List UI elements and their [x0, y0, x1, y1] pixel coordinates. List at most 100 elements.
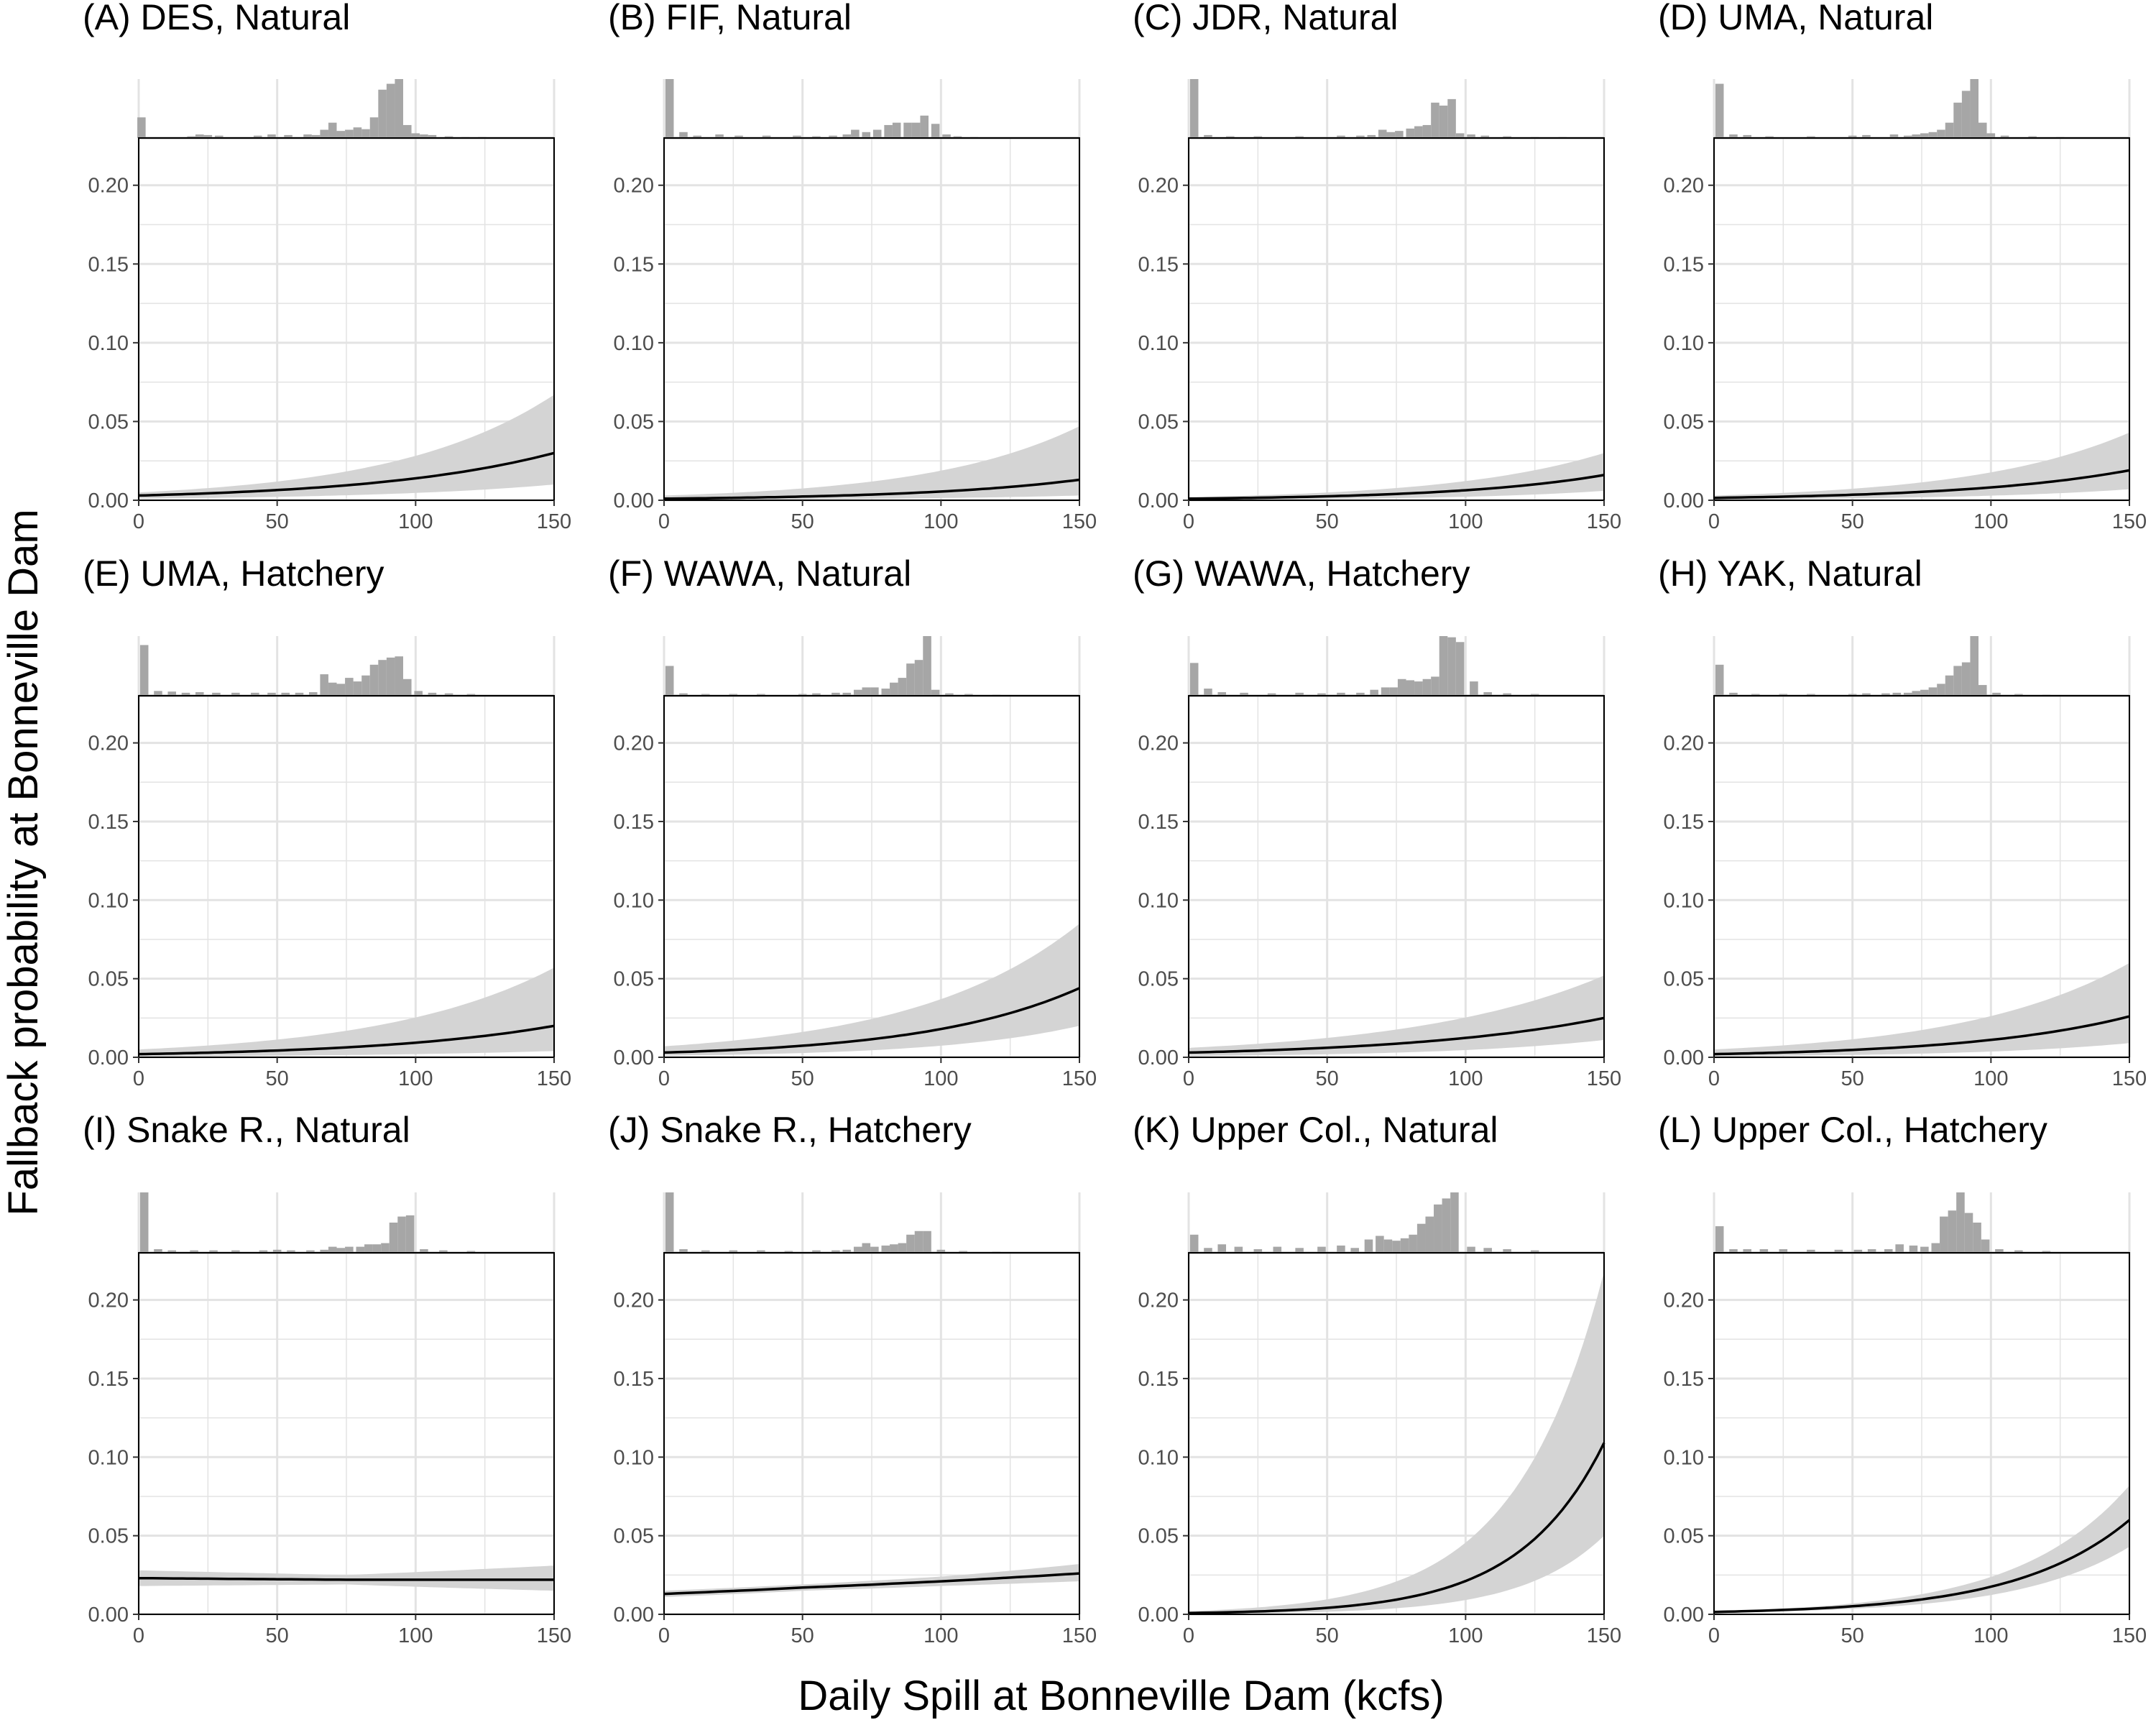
histogram-bar: [842, 134, 852, 138]
histogram-bar: [1431, 102, 1439, 138]
histogram-bar: [1273, 1246, 1282, 1253]
y-tick-label: 0.20: [88, 1289, 129, 1312]
x-tick-label: 0: [133, 1067, 144, 1090]
chart-panel: (D) UMA, Natural 0.00 0.05 0.10 0.15 0.20 0 50 1…: [1658, 0, 2147, 533]
histogram-bar: [386, 83, 395, 138]
y-tick-label: 0.00: [1138, 489, 1179, 512]
histogram-bar: [1414, 681, 1423, 696]
x-tick-label: 50: [266, 1624, 289, 1647]
histogram-bar: [267, 692, 276, 696]
histogram-bar: [209, 1250, 218, 1253]
histogram-bar: [428, 134, 437, 138]
histogram-bar: [1503, 693, 1511, 696]
histogram-bar: [364, 1244, 373, 1253]
chart-panel: (J) Snake R., Hatchery 0.00 0.05 0.10 0.15 0.…: [608, 1110, 1097, 1647]
histogram-bar: [914, 1230, 923, 1253]
panel-title: (D) UMA, Natural: [1658, 0, 1933, 37]
histogram-bar: [328, 122, 337, 138]
y-tick-label: 0.20: [88, 732, 129, 755]
histogram-bar: [311, 134, 321, 138]
x-tick-label: 150: [537, 510, 571, 533]
y-tick-label: 0.05: [1138, 410, 1179, 433]
histogram-bar: [898, 1243, 907, 1253]
y-tick-label: 0.20: [1138, 732, 1179, 755]
y-tick-label: 0.10: [1664, 889, 1704, 912]
x-tick-label: 150: [1587, 1067, 1621, 1090]
y-tick-label: 0.15: [614, 1368, 654, 1391]
histogram-bar: [1422, 124, 1432, 138]
fitted-line: [138, 451, 555, 497]
histogram-bar: [862, 687, 871, 696]
y-tick-label: 0.10: [614, 1446, 654, 1469]
histogram-bar: [231, 692, 240, 696]
histogram-bar: [842, 1249, 852, 1253]
histogram-bar: [1447, 98, 1456, 138]
panel-title: (B) FIF, Natural: [608, 0, 852, 37]
chart-panel: (E) UMA, Hatchery 0.00 0.05 0.10 0.15 0.20 0 50…: [83, 553, 571, 1090]
x-tick-label: 100: [923, 1624, 958, 1647]
histogram-bar: [1389, 687, 1398, 696]
histogram-bar: [757, 1250, 765, 1253]
histogram-bar: [1483, 692, 1492, 696]
histogram-bar: [881, 689, 890, 696]
x-tick-label: 0: [1708, 510, 1720, 533]
x-tick-label: 0: [133, 510, 144, 533]
histogram-bar: [212, 692, 221, 696]
y-tick-label: 0.00: [88, 1604, 129, 1627]
histogram-bar: [137, 117, 146, 138]
histogram-bar: [1909, 1245, 1918, 1253]
histogram-bar: [862, 1243, 871, 1253]
chart-panel: (B) FIF, Natural 0.00 0.05 0.10 0.15 0.20 0 50 1…: [608, 0, 1097, 533]
x-tick-label: 150: [537, 1067, 571, 1090]
y-tick-label: 0.20: [1664, 1289, 1704, 1312]
y-tick-label: 0.10: [88, 889, 129, 912]
histogram-bar: [1204, 1248, 1212, 1253]
histogram-bar: [295, 692, 304, 696]
histogram-bar: [1470, 681, 1478, 696]
histogram-bar: [328, 1246, 337, 1253]
histogram-bar: [139, 645, 149, 696]
histogram-bar: [1425, 1216, 1434, 1253]
histogram-bar: [1447, 637, 1456, 696]
histogram-bar: [1234, 1246, 1243, 1253]
x-tick-label: 150: [1062, 1624, 1097, 1647]
x-tick-label: 0: [1708, 1067, 1720, 1090]
histogram-bar: [1381, 687, 1390, 696]
histogram-bar: [306, 1250, 315, 1253]
histogram-bar: [272, 1249, 282, 1253]
plot-frame: [663, 1252, 1080, 1615]
histogram-bar: [931, 689, 940, 696]
histogram-bar: [911, 122, 921, 138]
histogram-bar: [898, 678, 907, 696]
fitted-line: [1713, 469, 2130, 500]
histogram-bar: [679, 1248, 688, 1253]
histogram-bar: [420, 134, 428, 138]
histogram-bar: [1378, 129, 1387, 138]
panel-title: (F) WAWA, Natural: [608, 553, 911, 594]
x-tick-label: 50: [1316, 510, 1339, 533]
histogram-bar: [369, 117, 379, 138]
panel-title: (J) Snake R., Hatchery: [608, 1110, 972, 1150]
y-tick-label: 0.00: [88, 1046, 129, 1070]
panel-title: (L) Upper Col., Hatchery: [1658, 1110, 2047, 1150]
y-tick-label: 0.10: [1664, 1446, 1704, 1469]
histogram-bar: [190, 1250, 198, 1253]
histogram-bar: [1912, 134, 1921, 138]
confidence-ribbon: [139, 1565, 554, 1591]
y-tick-label: 0.15: [88, 811, 129, 834]
y-tick-label: 0.10: [88, 332, 129, 355]
x-tick-label: 100: [1973, 1624, 2008, 1647]
histogram-bar: [345, 1246, 354, 1253]
histogram-bar: [1409, 1234, 1417, 1253]
histogram-bar: [853, 1246, 862, 1253]
y-tick-label: 0.15: [614, 253, 654, 276]
histogram-bar: [1889, 134, 1899, 138]
y-tick-label: 0.00: [1138, 1046, 1179, 1070]
y-tick-label: 0.20: [1138, 1289, 1179, 1312]
histogram-bar: [1337, 1245, 1345, 1253]
x-tick-label: 50: [1841, 1624, 1864, 1647]
histogram-bar: [139, 1192, 149, 1253]
fitted-line: [663, 478, 1080, 500]
y-tick-label: 0.00: [614, 1046, 654, 1070]
panel-title: (C) JDR, Natural: [1133, 0, 1398, 37]
